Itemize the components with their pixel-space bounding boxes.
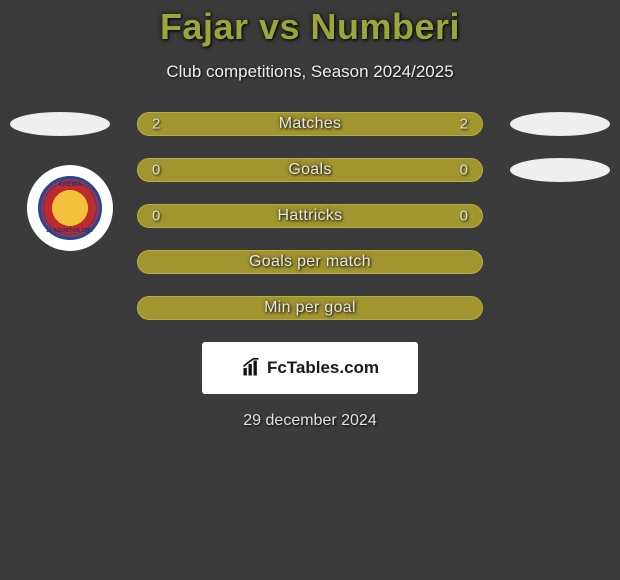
stat-label: Min per goal [264,299,356,317]
brand-text: FcTables.com [267,358,379,378]
stat-label: Hattricks [278,207,343,225]
stat-row: Min per goal [0,296,620,320]
stat-pill-goals: 0 Goals 0 [137,158,483,182]
brand-badge: FcTables.com [202,342,418,394]
stat-label: Goals per match [249,253,371,271]
club-logo-name: AREMA [41,182,99,188]
stat-pill-matches: 2 Matches 2 [137,112,483,136]
stat-left-value: 0 [152,208,160,225]
stat-row: 2 Matches 2 [0,112,620,136]
stat-right-value: 2 [460,116,468,133]
page-title: Fajar vs Numberi [0,6,620,48]
stat-label: Matches [279,115,342,133]
date-label: 29 december 2024 [0,412,620,430]
stat-pill-goals-per-match: Goals per match [137,250,483,274]
right-team-marker [510,158,610,182]
stat-row: Goals per match [0,250,620,274]
left-team-marker [10,112,110,136]
bar-chart-icon [241,358,261,378]
right-team-marker [510,112,610,136]
stat-left-value: 0 [152,162,160,179]
stat-pill-min-per-goal: Min per goal [137,296,483,320]
club-logo-icon: AREMA 11 AGUSTUS 1987 [38,176,102,240]
stat-left-value: 2 [152,116,160,133]
stat-pill-hattricks: 0 Hattricks 0 [137,204,483,228]
stat-label: Goals [288,161,331,179]
stat-right-value: 0 [460,162,468,179]
page-subtitle: Club competitions, Season 2024/2025 [0,62,620,82]
stat-right-value: 0 [460,208,468,225]
left-club-badge: AREMA 11 AGUSTUS 1987 [27,165,113,251]
club-logo-subtext: 11 AGUSTUS 1987 [41,228,99,234]
